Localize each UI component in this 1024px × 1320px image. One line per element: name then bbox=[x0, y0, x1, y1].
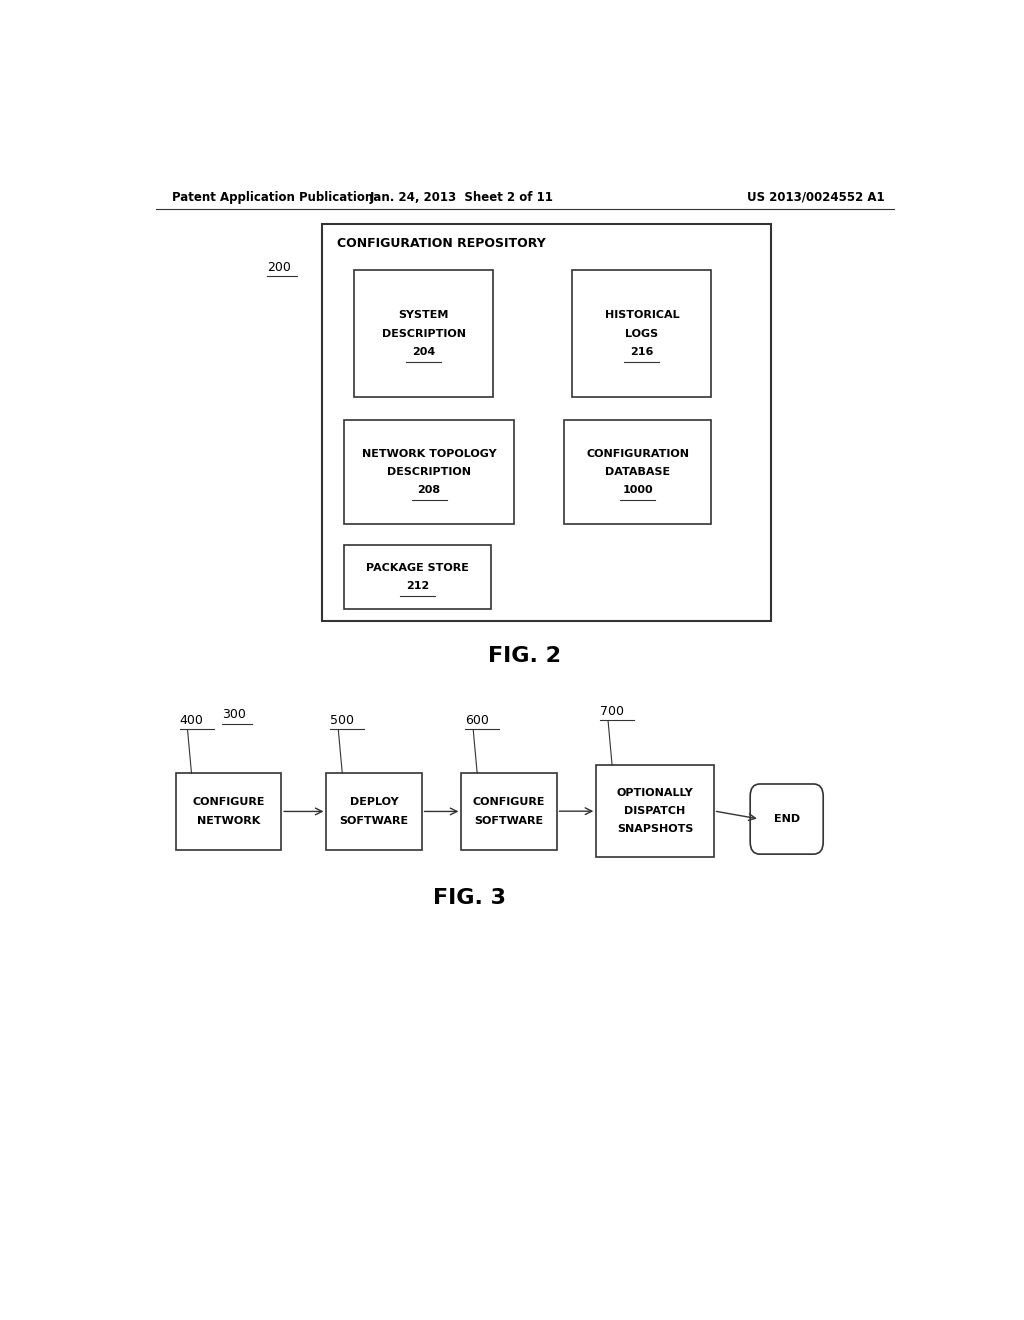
Bar bbox=[344, 545, 490, 609]
Text: CONFIGURE: CONFIGURE bbox=[193, 797, 264, 808]
Text: 1000: 1000 bbox=[623, 486, 653, 495]
Bar bbox=[572, 271, 712, 397]
Bar bbox=[327, 774, 422, 850]
Text: FIG. 2: FIG. 2 bbox=[488, 647, 561, 667]
Text: HISTORICAL: HISTORICAL bbox=[604, 310, 679, 321]
Text: SYSTEM: SYSTEM bbox=[398, 310, 449, 321]
Bar bbox=[596, 766, 714, 857]
Text: LOGS: LOGS bbox=[626, 329, 658, 339]
Text: 200: 200 bbox=[267, 261, 291, 275]
Text: DESCRIPTION: DESCRIPTION bbox=[382, 329, 466, 339]
FancyBboxPatch shape bbox=[751, 784, 823, 854]
Bar bbox=[461, 774, 557, 850]
Bar bbox=[564, 420, 712, 524]
Text: CONFIGURATION: CONFIGURATION bbox=[587, 449, 689, 458]
Text: SNAPSHOTS: SNAPSHOTS bbox=[616, 824, 693, 834]
Text: Patent Application Publication: Patent Application Publication bbox=[172, 190, 373, 203]
Text: NETWORK: NETWORK bbox=[197, 816, 260, 825]
Text: 216: 216 bbox=[630, 347, 653, 356]
Text: 300: 300 bbox=[221, 709, 246, 722]
Bar bbox=[176, 774, 282, 850]
Text: CONFIGURE: CONFIGURE bbox=[473, 797, 545, 808]
Text: PACKAGE STORE: PACKAGE STORE bbox=[366, 562, 469, 573]
Text: US 2013/0024552 A1: US 2013/0024552 A1 bbox=[748, 190, 885, 203]
Text: 500: 500 bbox=[331, 714, 354, 726]
Text: DESCRIPTION: DESCRIPTION bbox=[387, 467, 471, 477]
Bar bbox=[323, 224, 771, 620]
Text: DISPATCH: DISPATCH bbox=[625, 807, 686, 816]
Text: 204: 204 bbox=[412, 347, 435, 356]
Text: CONFIGURATION REPOSITORY: CONFIGURATION REPOSITORY bbox=[337, 236, 546, 249]
Text: 212: 212 bbox=[406, 581, 429, 591]
Text: SOFTWARE: SOFTWARE bbox=[474, 816, 544, 825]
Bar bbox=[344, 420, 514, 524]
Text: OPTIONALLY: OPTIONALLY bbox=[616, 788, 693, 797]
Bar bbox=[354, 271, 494, 397]
Text: DATABASE: DATABASE bbox=[605, 467, 671, 477]
Text: Jan. 24, 2013  Sheet 2 of 11: Jan. 24, 2013 Sheet 2 of 11 bbox=[370, 190, 553, 203]
Text: NETWORK TOPOLOGY: NETWORK TOPOLOGY bbox=[361, 449, 497, 458]
Text: FIG. 3: FIG. 3 bbox=[433, 888, 506, 908]
Text: 400: 400 bbox=[179, 714, 204, 726]
Text: SOFTWARE: SOFTWARE bbox=[339, 816, 409, 825]
Text: DEPLOY: DEPLOY bbox=[350, 797, 398, 808]
Text: 600: 600 bbox=[465, 714, 489, 726]
Text: END: END bbox=[773, 814, 800, 824]
Text: 208: 208 bbox=[418, 486, 440, 495]
Text: 700: 700 bbox=[600, 705, 625, 718]
